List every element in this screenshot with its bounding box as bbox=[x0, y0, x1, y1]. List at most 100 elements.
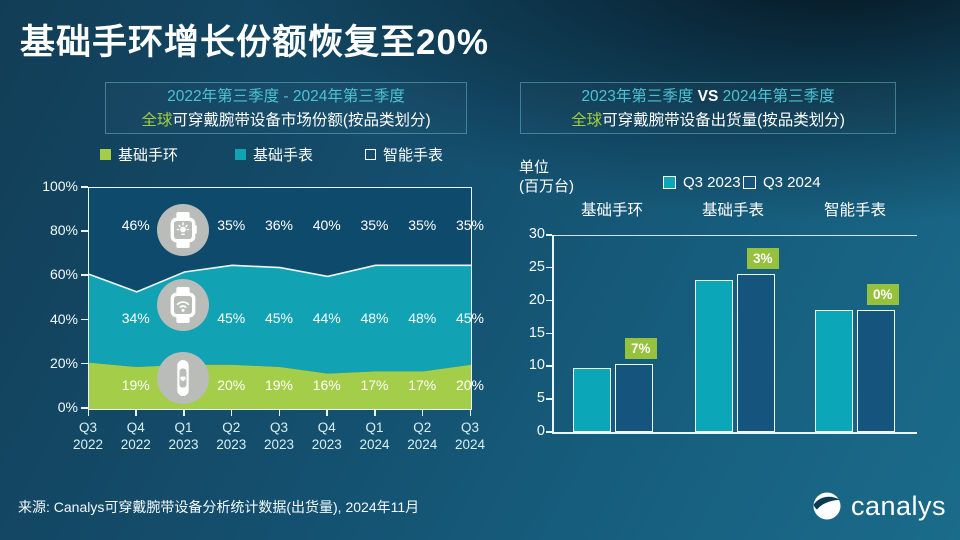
legend-item-basic-band: 基础手环 bbox=[100, 144, 178, 165]
area-value-label: 48% bbox=[408, 310, 437, 326]
area-value-label: 48% bbox=[360, 310, 389, 326]
area-ytick-mark bbox=[81, 230, 88, 232]
area-xtick-label: Q1 2024 bbox=[349, 419, 401, 453]
xtick-line: 2022 bbox=[72, 437, 104, 452]
canalys-logo-text: canalys bbox=[850, 490, 946, 521]
area-ytick-label: 40% bbox=[49, 310, 78, 327]
growth-badge: 3% bbox=[747, 248, 779, 270]
area-xtick-label: Q3 2024 bbox=[444, 419, 496, 453]
xtick-line: 2023 bbox=[216, 437, 247, 452]
area-ytick-mark bbox=[81, 274, 88, 276]
legend-item-q3-2024: Q3 2024 bbox=[743, 174, 821, 191]
area-value-label: 45% bbox=[217, 310, 246, 326]
xtick-line: Q4 bbox=[317, 420, 336, 435]
xtick-line: 2024 bbox=[454, 437, 486, 452]
area-value-label: 40% bbox=[312, 217, 341, 233]
xtick-line: Q1 bbox=[365, 420, 384, 435]
right-chart-header: 2023年第三季度 VS 2024年第三季度 全球可穿戴腕带设备出货量(按品类划… bbox=[520, 82, 896, 134]
growth-badge: 0% bbox=[867, 283, 899, 305]
bar-q3-2023 bbox=[695, 279, 733, 432]
area-xtick-label: Q1 2023 bbox=[158, 419, 210, 453]
xtick-line: Q4 bbox=[126, 420, 145, 435]
legend-label: Q3 2024 bbox=[763, 174, 821, 191]
bar-q3-2024 bbox=[615, 363, 653, 432]
basic-band-icon-glyph bbox=[177, 359, 189, 397]
area-xtick-mark bbox=[374, 409, 376, 416]
area-ytick-label: 0% bbox=[57, 399, 78, 415]
q3-2024-swatch bbox=[743, 176, 756, 189]
basic-band-swatch bbox=[100, 149, 111, 160]
legend-item-basic-watch: 基础手表 bbox=[235, 144, 313, 165]
left-chart-subtitle: 全球可穿戴腕带设备市场份额(按品类划分) bbox=[141, 112, 431, 129]
source-note: 来源: Canalys可穿戴腕带设备分析统计数据(出货量), 2024年11月 bbox=[18, 499, 420, 515]
bar-ytick-label: 25 bbox=[528, 258, 545, 275]
bar-x-axis bbox=[552, 432, 917, 434]
area-value-label: 16% bbox=[312, 377, 341, 393]
area-value-label: 45% bbox=[455, 310, 485, 326]
xtick-line: Q3 bbox=[78, 420, 97, 435]
bar-q3-2024 bbox=[857, 309, 895, 432]
smartwatch-icon-glyph bbox=[170, 211, 197, 249]
area-value-label: 17% bbox=[360, 377, 389, 393]
legend-item-q3-2023: Q3 2023 bbox=[663, 174, 741, 191]
xtick-line: 2023 bbox=[263, 437, 295, 452]
left-chart-period: 2022年第三季度 - 2024年第三季度 bbox=[167, 88, 405, 105]
area-ytick-mark bbox=[81, 186, 88, 188]
area-value-label: 19% bbox=[121, 377, 150, 393]
bar-ytick-label: 10 bbox=[528, 357, 545, 374]
area-value-label: 45% bbox=[264, 310, 294, 326]
legend-item-smartwatch: 智能手表 bbox=[365, 144, 443, 165]
bar-ytick-mark bbox=[546, 398, 552, 400]
bar-ytick-mark bbox=[546, 299, 552, 302]
basic-watch-icon-glyph bbox=[170, 286, 196, 324]
smartwatch-swatch bbox=[365, 149, 376, 160]
area-value-label: 20% bbox=[455, 377, 485, 393]
bar-ytick-mark bbox=[546, 234, 552, 236]
area-xtick-label: Q4 2023 bbox=[301, 419, 353, 453]
bar-q3-2023 bbox=[815, 309, 853, 432]
area-value-label: 44% bbox=[312, 310, 341, 326]
bar-ytick-mark bbox=[546, 266, 552, 269]
bar-category-label: 基础手环 bbox=[580, 202, 643, 219]
xtick-line: 2024 bbox=[407, 437, 438, 452]
area-xtick-label: Q3 2023 bbox=[253, 419, 305, 453]
area-value-label: 35% bbox=[408, 217, 437, 233]
area-ytick-mark bbox=[81, 407, 88, 409]
area-ytick-mark bbox=[81, 318, 88, 321]
smartwatch-boundary-line bbox=[88, 264, 471, 293]
legend-label: 基础手表 bbox=[253, 147, 314, 164]
xtick-line: Q3 bbox=[460, 420, 479, 435]
xtick-line: 2024 bbox=[359, 437, 390, 452]
area-value-label: 17% bbox=[408, 377, 437, 393]
area-xtick-mark bbox=[421, 409, 424, 416]
q3-2023-swatch bbox=[663, 176, 676, 189]
basic-band-icon bbox=[157, 352, 209, 404]
growth-badge: 7% bbox=[625, 337, 657, 359]
bar-ytick-label: 30 bbox=[528, 226, 545, 242]
canalys-logo: canalys bbox=[811, 490, 946, 522]
area-ytick-label: 20% bbox=[49, 354, 78, 371]
canalys-logo-icon bbox=[813, 492, 841, 520]
bar-q3-2024 bbox=[737, 274, 775, 432]
xtick-line: Q1 bbox=[174, 420, 193, 435]
page-title: 基础手环增长份额恢复至20% bbox=[20, 23, 490, 62]
area-value-label: 20% bbox=[217, 377, 246, 393]
bar-category-label: 基础手表 bbox=[701, 202, 764, 219]
right-chart-period: 2023年第三季度 VS 2024年第三季度 bbox=[581, 88, 835, 105]
left-chart-header: 2022年第三季度 - 2024年第三季度 全球可穿戴腕带设备市场份额(按品类划… bbox=[105, 82, 467, 134]
smartwatch-icon bbox=[157, 204, 209, 256]
market-share-area-chart: 基础手环 基础手表 智能手表 bbox=[20, 140, 505, 485]
xtick-line: Q3 bbox=[269, 420, 288, 435]
area-value-label: 35% bbox=[455, 217, 485, 233]
area-xtick-mark bbox=[183, 409, 185, 416]
bar-ytick-label: 20 bbox=[528, 291, 545, 308]
area-value-label: 35% bbox=[360, 217, 389, 233]
bar-ytick-mark bbox=[546, 332, 552, 334]
shipments-bar-chart: 单位 (百万台) Q3 2023 Q3 2024 0 5 10 15 20 25 30 基础手… bbox=[505, 140, 957, 480]
area-xtick-label: Q3 2022 bbox=[62, 419, 114, 453]
bar-ytick-label: 15 bbox=[528, 324, 545, 341]
legend-label: Q3 2023 bbox=[683, 174, 741, 191]
area-xtick-label: Q4 2022 bbox=[110, 419, 162, 453]
area-value-label: 35% bbox=[217, 217, 246, 233]
area-ytick-mark bbox=[81, 362, 88, 365]
